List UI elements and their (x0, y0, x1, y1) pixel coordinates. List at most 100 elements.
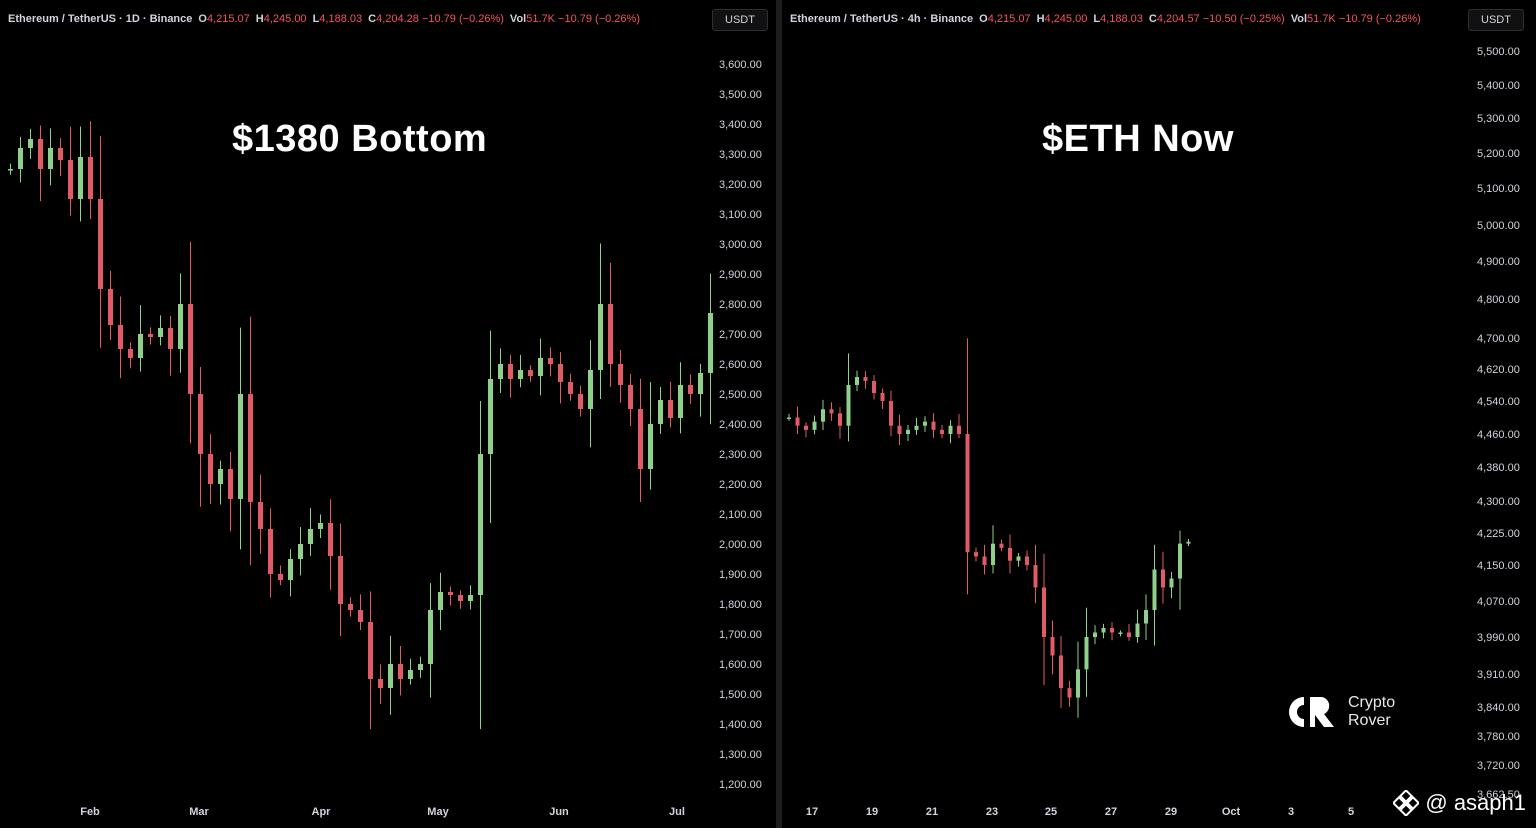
left-candle-body (488, 379, 493, 454)
4h-chart-panel[interactable]: Ethereum / TetherUS · 4h · Binance O4,215… (782, 0, 1536, 828)
left-candle-body (328, 523, 333, 556)
right-open-label: O (979, 13, 988, 25)
right-symbol-label[interactable]: Ethereum / TetherUS · 4h · Binance (790, 13, 974, 25)
right-candle-body (880, 393, 885, 401)
right-low-label: L (1093, 13, 1101, 25)
left-y-tick-label: 2,000.00 (719, 539, 762, 551)
left-candle-body (448, 592, 453, 595)
left-candle-body (628, 385, 633, 409)
right-candle-body (1101, 628, 1106, 633)
left-candle-body (678, 385, 683, 418)
left-y-tick-label: 1,700.00 (719, 629, 762, 641)
right-candle-body (838, 413, 842, 426)
left-y-tick-label: 3,400.00 (719, 119, 762, 131)
left-candle-body (508, 364, 513, 379)
left-open-label: O (198, 13, 207, 25)
left-candle-body (568, 382, 573, 394)
left-candle-body (98, 199, 103, 289)
left-symbol-label[interactable]: Ethereum / TetherUS · 1D · Binance (8, 13, 193, 25)
left-y-tick-label: 1,900.00 (719, 569, 762, 581)
left-y-tick-label: 2,800.00 (719, 299, 762, 311)
left-low-label: L (312, 13, 320, 25)
left-y-tick-label: 1,600.00 (719, 659, 762, 671)
left-candle-body (18, 148, 23, 169)
left-candle-body (558, 364, 563, 382)
left-candle-body (478, 454, 483, 595)
right-x-tick-label: 3 (1288, 806, 1294, 818)
right-y-tick-label: 3,910.00 (1477, 669, 1520, 681)
watermark-line2: Rover (1348, 712, 1391, 729)
right-candle-body (804, 425, 808, 430)
left-candle-body (468, 595, 473, 601)
left-candle-body (138, 334, 143, 358)
right-high-value: 4,245.00 (1044, 13, 1088, 25)
left-candle-body (208, 454, 213, 484)
left-candle-body (688, 385, 693, 394)
left-chart-title: $1380 Bottom (232, 118, 488, 160)
right-candle-body (1050, 637, 1055, 656)
left-candle-body (668, 400, 673, 418)
right-candle-body (872, 381, 876, 393)
left-candle-body (88, 157, 93, 199)
left-candle-body (548, 358, 553, 364)
right-y-tick-label: 4,460.00 (1477, 429, 1520, 441)
right-candle-body (931, 421, 936, 430)
left-candle-body (198, 394, 203, 454)
left-candle-body (108, 289, 113, 325)
right-candle-body (957, 425, 961, 434)
left-candle-body (648, 424, 653, 469)
right-candle-body (1076, 669, 1080, 698)
left-candle-body (148, 334, 153, 337)
right-y-tick-label: 4,300.00 (1477, 496, 1520, 508)
right-candle-body (1093, 632, 1097, 637)
right-y-tick-label: 4,150.00 (1477, 560, 1520, 572)
left-candle-body (348, 604, 353, 610)
crypto-rover-watermark: Crypto Rover (1286, 694, 1395, 730)
right-y-tick-label: 5,000.00 (1477, 220, 1520, 232)
left-candle-body (598, 304, 603, 370)
right-chart-title: $ETH Now (1042, 118, 1234, 160)
left-candle-body (278, 574, 283, 580)
right-x-tick-label: Oct (1222, 806, 1241, 818)
left-candle-body (128, 349, 133, 358)
left-candle-body (498, 364, 503, 379)
daily-chart-panel[interactable]: Ethereum / TetherUS · 1D · Binance O4,215… (0, 0, 776, 828)
left-candle-body (338, 556, 343, 604)
left-close-value: 4,204.28 (376, 13, 419, 25)
left-candle-body (398, 664, 403, 679)
left-candle-body (638, 409, 643, 469)
left-y-tick-label: 1,800.00 (719, 599, 762, 611)
right-x-tick-label: 27 (1105, 806, 1117, 818)
left-low-value: 4,188.03 (319, 13, 363, 25)
right-candle-body (1144, 610, 1148, 624)
right-y-tick-label: 4,540.00 (1477, 396, 1520, 408)
right-candle-body (1067, 688, 1072, 698)
right-y-tick-label: 4,620.00 (1477, 364, 1520, 376)
right-y-tick-label: 3,662.50 (1477, 789, 1520, 801)
left-currency-selector[interactable]: USDT (712, 9, 768, 31)
right-candle-body (999, 543, 1004, 548)
panel-divider[interactable] (776, 0, 782, 828)
right-close-label: C (1148, 13, 1157, 25)
left-candle-body (368, 622, 373, 679)
left-candle-body (28, 139, 33, 148)
right-y-tick-label: 4,225.00 (1477, 528, 1520, 540)
left-candle-body (388, 664, 393, 688)
left-y-tick-label: 1,200.00 (719, 779, 762, 791)
left-vol-change: −10.79 (−0.26%) (558, 13, 640, 25)
right-x-tick-label: 5 (1348, 806, 1354, 818)
right-low-value: 4,188.03 (1100, 13, 1143, 25)
left-candle-body (218, 469, 223, 484)
right-vol-change: −10.79 (−0.26%) (1338, 13, 1421, 25)
left-candle-body (8, 169, 13, 171)
right-candle-body (846, 385, 851, 426)
right-x-tick-label: 21 (926, 806, 938, 818)
left-vol-label: Vol (509, 13, 527, 25)
left-y-tick-label: 3,500.00 (719, 89, 762, 101)
watermark-line1: Crypto (1348, 694, 1396, 711)
right-candle-body (923, 421, 927, 426)
right-currency-selector[interactable]: USDT (1468, 9, 1524, 31)
left-y-tick-label: 2,200.00 (719, 479, 762, 491)
right-candle-body (1042, 587, 1046, 637)
